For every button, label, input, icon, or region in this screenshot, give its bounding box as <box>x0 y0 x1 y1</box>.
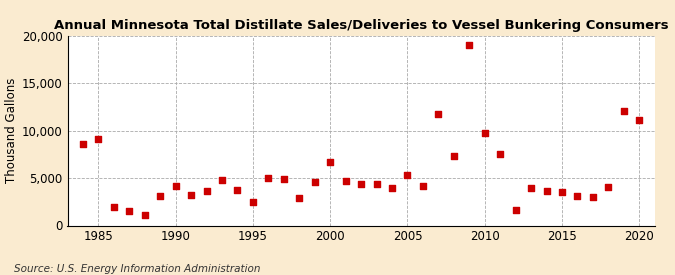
Point <box>155 194 165 198</box>
Point <box>634 118 645 122</box>
Point <box>387 185 398 190</box>
Point <box>248 200 259 204</box>
Point <box>340 179 351 183</box>
Point <box>139 213 150 217</box>
Point <box>433 111 443 116</box>
Point <box>232 188 243 192</box>
Point <box>279 177 290 181</box>
Point <box>402 173 413 177</box>
Point <box>93 137 104 141</box>
Title: Annual Minnesota Total Distillate Sales/Deliveries to Vessel Bunkering Consumers: Annual Minnesota Total Distillate Sales/… <box>54 19 668 32</box>
Text: Source: U.S. Energy Information Administration: Source: U.S. Energy Information Administ… <box>14 264 260 274</box>
Point <box>587 195 598 199</box>
Point <box>572 194 583 198</box>
Point <box>557 190 568 194</box>
Point <box>309 180 320 184</box>
Point <box>418 183 429 188</box>
Point <box>217 178 227 182</box>
Point <box>495 152 506 156</box>
Point <box>479 130 490 135</box>
Point <box>201 189 212 194</box>
Point <box>325 160 335 164</box>
Point <box>356 182 367 186</box>
Point <box>170 183 181 188</box>
Point <box>618 109 629 113</box>
Point <box>464 43 475 47</box>
Point <box>603 185 614 189</box>
Point <box>541 189 552 194</box>
Point <box>371 182 382 186</box>
Point <box>78 142 88 146</box>
Point <box>124 209 135 213</box>
Point <box>510 208 521 213</box>
Point <box>186 193 196 197</box>
Point <box>448 154 459 158</box>
Y-axis label: Thousand Gallons: Thousand Gallons <box>5 78 18 183</box>
Point <box>263 176 274 180</box>
Point <box>526 185 537 190</box>
Point <box>294 196 304 200</box>
Point <box>109 205 119 210</box>
